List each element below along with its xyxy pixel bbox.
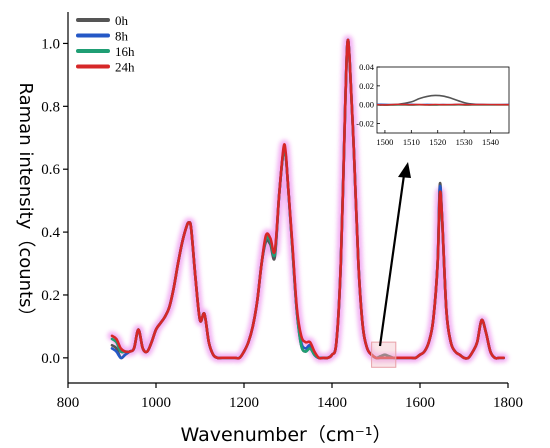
inset-x-tick-label: 1520	[429, 137, 446, 147]
y-ticks: 0.0 0.2 0.4 0.6 0.8 1.0	[41, 36, 68, 367]
series-line-24h	[110, 38, 505, 360]
inset-y-tick-label: -0.02	[356, 119, 374, 129]
zoom-arrow	[378, 162, 411, 347]
inset-plot: 1500 1510 1520 1530 1540 0.04 0.02 0.00 -0.02	[356, 62, 510, 147]
x-tick-label: 800	[57, 395, 80, 411]
inset-x-tick-label: 1530	[456, 137, 473, 147]
main-axes	[67, 12, 508, 384]
y-tick-label: 0.0	[41, 351, 60, 367]
y-tick-label: 1.0	[41, 36, 60, 52]
x-ticks: 800 1000 1200 1400 1600 1800	[57, 383, 523, 411]
inset-series-lines	[376, 94, 510, 106]
inset-y-ticks: 0.04 0.02 0.00 -0.02	[356, 62, 380, 129]
x-tick-label: 1400	[317, 395, 347, 411]
inset-x-tick-label: 1500	[376, 137, 393, 147]
x-tick-label: 1000	[141, 395, 171, 411]
inset-y-tick-label: 0.04	[359, 62, 375, 72]
legend-label-0h: 0h	[115, 13, 129, 28]
y-axis-title: Raman intensity（counts）	[15, 82, 36, 325]
inset-y-tick-label: 0.00	[359, 100, 374, 110]
inset-x-ticks: 1500 1510 1520 1530 1540	[376, 130, 499, 147]
y-tick-label: 0.4	[41, 225, 60, 241]
inset-frame	[376, 66, 510, 134]
x-tick-label: 1600	[405, 395, 435, 411]
inset-x-tick-label: 1510	[403, 137, 420, 147]
inset-x-tick-label: 1540	[482, 137, 499, 147]
series-lines	[110, 38, 505, 360]
y-tick-label: 0.2	[41, 288, 60, 304]
y-tick-label: 0.8	[41, 99, 60, 115]
x-tick-label: 1200	[229, 395, 259, 411]
legend-label-8h: 8h	[115, 29, 129, 44]
legend-label-16h: 16h	[115, 44, 135, 59]
y-tick-label: 0.6	[41, 162, 60, 178]
zoom-highlight-box	[371, 341, 397, 368]
legend-label-24h: 24h	[115, 60, 135, 75]
x-axis-title: Wavenumber（cm⁻¹）	[181, 424, 392, 446]
inset-y-tick-label: 0.02	[359, 81, 374, 91]
x-tick-label: 1800	[493, 395, 523, 411]
